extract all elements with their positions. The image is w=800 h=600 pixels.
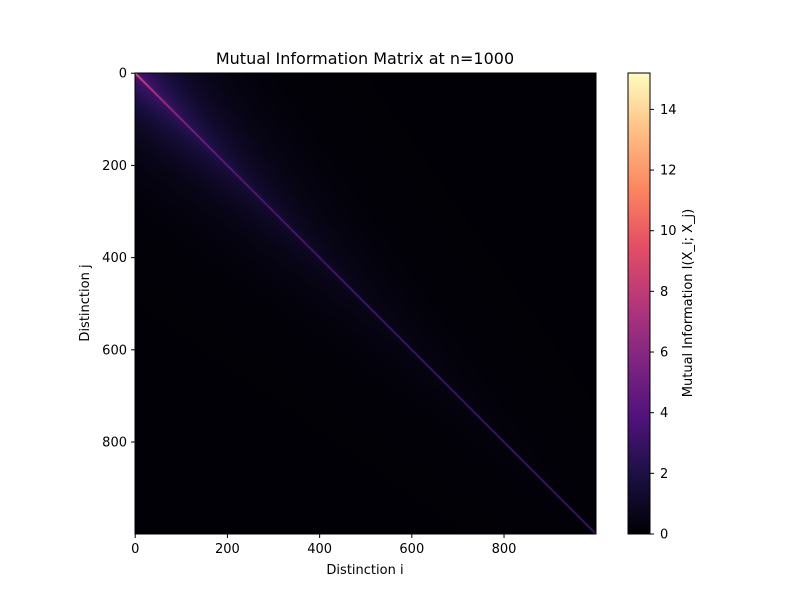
x-tick-label: 800 [492, 542, 517, 557]
y-tick-label: 600 [102, 343, 127, 358]
x-tick-label: 0 [131, 542, 139, 557]
colorbar-tick-label: 12 [660, 164, 677, 179]
y-axis: 0 200 400 600 800 [102, 67, 135, 451]
y-tick-label: 400 [102, 251, 127, 266]
colorbar-tick-label: 2 [660, 467, 668, 482]
y-tick-label: 200 [102, 159, 127, 174]
colorbar-tick-label: 4 [660, 406, 668, 421]
colorbar-tick-label: 10 [660, 224, 677, 239]
y-tick-label: 800 [102, 436, 127, 451]
colorbar-tick-label: 0 [660, 528, 668, 543]
plot-frame [134, 72, 597, 535]
colorbar-tick-label: 14 [660, 103, 677, 118]
x-tick-label: 400 [307, 542, 332, 557]
heatmap-image [135, 73, 596, 534]
colorbar [627, 72, 651, 535]
x-tick-label: 200 [215, 542, 240, 557]
y-axis-label: Distinction j [78, 264, 93, 341]
heatmap-plot-area [135, 73, 596, 534]
chart-title: Mutual Information Matrix at n=1000 [216, 49, 514, 68]
colorbar-tick-label: 8 [660, 285, 668, 300]
x-axis-label: Distinction i [326, 563, 403, 578]
colorbar-tick-label: 6 [660, 346, 668, 361]
colorbar-axis: 0 2 4 6 8 10 12 14 [650, 103, 677, 543]
colorbar-label: Mutual Information I(X_i; X_j) [681, 209, 696, 397]
y-tick-label: 0 [119, 67, 127, 82]
x-tick-label: 600 [399, 542, 424, 557]
x-axis: 0 200 400 600 800 [131, 534, 516, 557]
